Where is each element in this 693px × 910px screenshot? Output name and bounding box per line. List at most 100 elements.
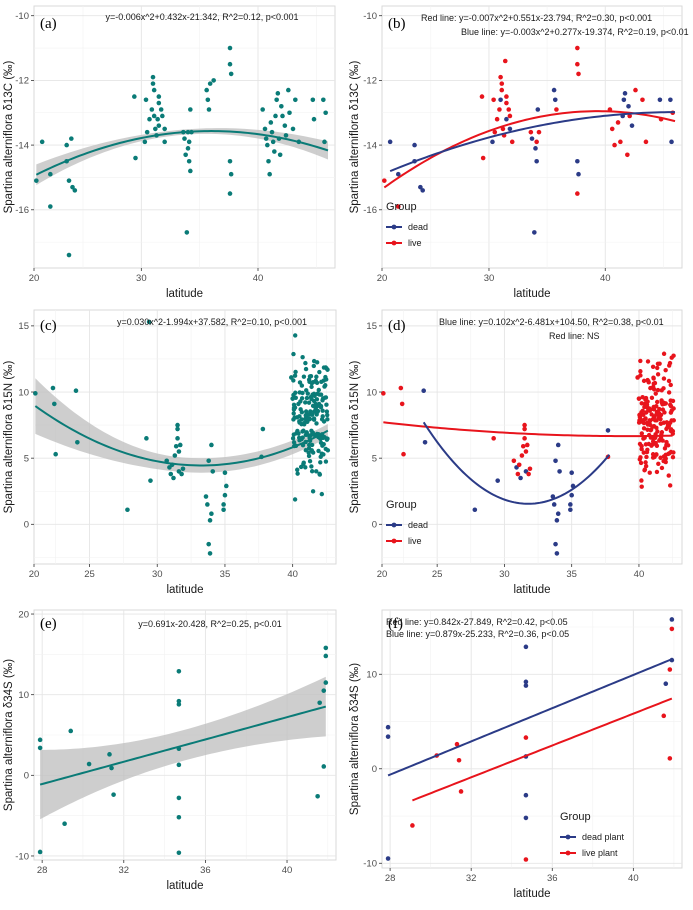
data-point <box>660 438 665 443</box>
data-point <box>661 713 667 719</box>
data-point <box>569 492 574 498</box>
data-point <box>658 421 664 426</box>
data-point <box>291 378 296 383</box>
legend-label: live plant <box>582 848 618 858</box>
confidence-band <box>35 378 328 473</box>
data-point <box>296 431 301 436</box>
x-tick-label: 40 <box>634 569 645 580</box>
data-point <box>320 414 325 419</box>
data-point <box>638 373 643 378</box>
data-point <box>133 155 138 161</box>
data-point <box>550 494 556 499</box>
data-point <box>303 465 308 470</box>
data-point <box>668 382 673 388</box>
data-point <box>287 110 292 116</box>
data-point <box>72 188 78 193</box>
data-point <box>179 471 184 477</box>
data-point <box>385 856 391 861</box>
data-point <box>671 418 676 423</box>
data-point <box>458 789 464 794</box>
fit-equation: Blue line: y=0.102x^2-6.481x+104.50, R^2… <box>439 317 664 327</box>
y-tick-label: -10 <box>363 859 377 870</box>
panel-b: 20 30 40 -16 -14 -12 -10 latitude Spartina alter… <box>349 5 689 300</box>
data-point <box>311 358 317 364</box>
data-point <box>669 139 674 145</box>
data-point <box>667 450 672 456</box>
data-point <box>151 87 157 93</box>
data-point <box>655 387 661 393</box>
data-point <box>554 551 560 556</box>
data-point <box>50 385 56 391</box>
y-tick-label: -12 <box>15 76 29 87</box>
x-tick-label: 35 <box>220 569 231 580</box>
data-point <box>636 396 642 401</box>
data-point <box>291 405 297 411</box>
data-point <box>639 478 644 483</box>
fit-line <box>389 111 676 173</box>
data-point <box>667 756 673 761</box>
legend-key-point <box>565 834 571 840</box>
data-point <box>156 100 162 106</box>
data-point <box>107 752 112 757</box>
data-point <box>291 402 297 408</box>
data-point <box>310 97 316 103</box>
data-point <box>663 401 668 406</box>
y-tick-label: -12 <box>363 76 377 87</box>
y-tick-label: 10 <box>18 387 29 398</box>
data-point <box>295 471 300 476</box>
data-point <box>205 502 210 507</box>
fit-equation: y=0.030x^2-1.994x+37.582, R^2=0.10, p<0.… <box>117 317 307 327</box>
data-point <box>270 139 276 145</box>
data-point <box>492 129 498 135</box>
data-point <box>280 113 285 119</box>
data-point <box>642 416 648 422</box>
data-point <box>498 74 503 80</box>
data-point <box>224 483 229 489</box>
legend-label: live <box>408 238 422 248</box>
data-point <box>317 700 322 706</box>
data-point <box>649 412 654 417</box>
x-tick-label: 20 <box>377 569 388 580</box>
data-point <box>185 146 191 151</box>
data-point <box>654 425 659 431</box>
data-point <box>162 139 167 145</box>
data-point <box>660 407 666 412</box>
data-point <box>305 391 310 396</box>
data-point <box>162 126 167 132</box>
data-point <box>227 61 233 67</box>
data-point <box>309 448 315 453</box>
data-point <box>651 375 656 380</box>
data-point <box>649 443 654 448</box>
data-point <box>209 442 214 448</box>
data-point <box>654 418 659 423</box>
data-point <box>667 360 673 366</box>
data-point <box>311 363 317 369</box>
x-axis-title: latitude <box>513 888 550 900</box>
x-tick-label: 20 <box>377 273 388 284</box>
data-point <box>609 126 615 132</box>
fit-line <box>35 130 329 176</box>
data-point <box>307 459 313 464</box>
data-point <box>650 364 656 369</box>
data-point <box>318 436 323 442</box>
x-axis-title: latitude <box>513 584 550 596</box>
y-tick-label: 0 <box>24 520 29 531</box>
data-point <box>325 448 331 453</box>
data-point <box>228 171 234 177</box>
data-point <box>303 448 309 453</box>
data-point <box>303 360 308 366</box>
data-point <box>319 491 325 497</box>
y-axis-title: Spartina alterniflora δ13C (‰) <box>3 60 15 213</box>
data-point <box>668 410 674 415</box>
fit-line <box>39 705 327 786</box>
data-point <box>479 94 485 99</box>
data-point <box>39 139 45 145</box>
data-point <box>306 412 312 417</box>
data-point <box>664 420 669 425</box>
data-point <box>401 451 406 457</box>
data-point <box>262 126 268 132</box>
data-point <box>309 464 314 469</box>
data-point <box>644 454 649 460</box>
fit-equation: Red line: y=-0.007x^2+0.551x-23.794, R^2… <box>421 13 652 23</box>
data-point <box>652 380 658 386</box>
